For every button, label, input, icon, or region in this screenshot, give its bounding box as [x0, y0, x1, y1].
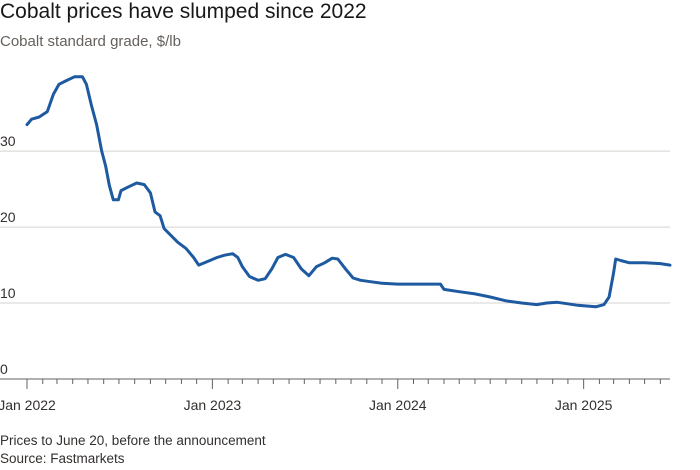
series-line — [25, 75, 672, 309]
x-tick-label: Jan 2025 — [555, 397, 613, 413]
y-tick-labels: 0 10 20 30 — [0, 133, 16, 377]
y-tick-label: 10 — [0, 285, 16, 301]
x-axis: Jan 2022 Jan 2023 Jan 2024 Jan 2025 — [0, 378, 670, 413]
y-tick-label: 0 — [0, 361, 8, 377]
x-tick-label: Jan 2023 — [184, 397, 242, 413]
x-tick-label: Jan 2024 — [369, 397, 427, 413]
chart-title: Cobalt prices have slumped since 2022 — [0, 0, 367, 23]
chart-subtitle: Cobalt standard grade, $/lb — [0, 33, 181, 50]
line-chart: 0 10 20 30 Jan 2022 Jan 2023 Jan 2024 Jan 2025 — [0, 75, 672, 413]
y-tick-label: 20 — [0, 209, 16, 225]
chart-source: Source: Fastmarkets — [0, 451, 125, 466]
series-layer — [25, 75, 672, 309]
chart-note: Prices to June 20, before the announceme… — [0, 433, 266, 448]
gridlines — [0, 150, 670, 304]
x-tick-label: Jan 2022 — [0, 397, 56, 413]
y-tick-label: 30 — [0, 133, 16, 149]
